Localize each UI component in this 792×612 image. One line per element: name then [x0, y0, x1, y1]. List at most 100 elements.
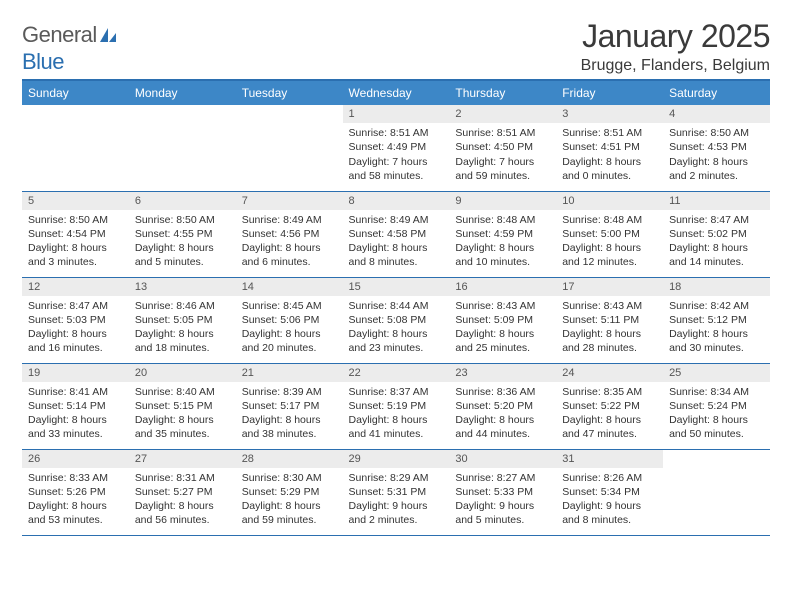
calendar-day-cell: 1Sunrise: 8:51 AMSunset: 4:49 PMDaylight…: [343, 105, 450, 191]
day-number: 17: [556, 278, 663, 296]
daylight-line: Daylight: 8 hours and 12 minutes.: [562, 241, 657, 269]
day-header: Saturday: [663, 80, 770, 105]
daylight-line: Daylight: 9 hours and 8 minutes.: [562, 499, 657, 527]
daylight-line: Daylight: 8 hours and 59 minutes.: [242, 499, 337, 527]
sunset-line: Sunset: 5:24 PM: [669, 399, 764, 413]
sunset-line: Sunset: 5:26 PM: [28, 485, 123, 499]
calendar-day-cell: 2Sunrise: 8:51 AMSunset: 4:50 PMDaylight…: [449, 105, 556, 191]
day-number: 20: [129, 364, 236, 382]
day-info: Sunrise: 8:27 AMSunset: 5:33 PMDaylight:…: [449, 468, 556, 533]
day-header: Friday: [556, 80, 663, 105]
daylight-line: Daylight: 8 hours and 18 minutes.: [135, 327, 230, 355]
daylight-line: Daylight: 8 hours and 41 minutes.: [349, 413, 444, 441]
calendar-week-row: 12Sunrise: 8:47 AMSunset: 5:03 PMDayligh…: [22, 277, 770, 363]
sunrise-line: Sunrise: 8:26 AM: [562, 471, 657, 485]
logo: GeneralBlue: [22, 18, 117, 75]
calendar-day-cell: 4Sunrise: 8:50 AMSunset: 4:53 PMDaylight…: [663, 105, 770, 191]
day-header: Tuesday: [236, 80, 343, 105]
calendar-day-cell: 8Sunrise: 8:49 AMSunset: 4:58 PMDaylight…: [343, 191, 450, 277]
sunset-line: Sunset: 5:03 PM: [28, 313, 123, 327]
sunrise-line: Sunrise: 8:46 AM: [135, 299, 230, 313]
calendar-table: Sunday Monday Tuesday Wednesday Thursday…: [22, 79, 770, 536]
day-info: Sunrise: 8:30 AMSunset: 5:29 PMDaylight:…: [236, 468, 343, 533]
day-number: 28: [236, 450, 343, 468]
day-number: 11: [663, 192, 770, 210]
day-header: Monday: [129, 80, 236, 105]
logo-word-2: Blue: [22, 49, 64, 74]
daylight-line: Daylight: 9 hours and 2 minutes.: [349, 499, 444, 527]
sunrise-line: Sunrise: 8:39 AM: [242, 385, 337, 399]
calendar-day-cell: 26Sunrise: 8:33 AMSunset: 5:26 PMDayligh…: [22, 449, 129, 535]
day-number: 1: [343, 105, 450, 123]
sunset-line: Sunset: 5:12 PM: [669, 313, 764, 327]
sunset-line: Sunset: 5:19 PM: [349, 399, 444, 413]
day-info: Sunrise: 8:50 AMSunset: 4:53 PMDaylight:…: [663, 123, 770, 188]
calendar-day-cell: 13 Sunrise: 8:46 AMSunset: 5:05 PMDayligh…: [129, 277, 236, 363]
day-number: 18: [663, 278, 770, 296]
calendar-day-cell: 16Sunrise: 8:43 AMSunset: 5:09 PMDayligh…: [449, 277, 556, 363]
day-info: Sunrise: 8:42 AMSunset: 5:12 PMDaylight:…: [663, 296, 770, 361]
day-info: Sunrise: 8:50 AMSunset: 4:54 PMDaylight:…: [22, 210, 129, 275]
day-number: 9: [449, 192, 556, 210]
sunrise-line: Sunrise: 8:30 AM: [242, 471, 337, 485]
day-number: 27: [129, 450, 236, 468]
calendar-day-cell: 31Sunrise: 8:26 AMSunset: 5:34 PMDayligh…: [556, 449, 663, 535]
day-info: Sunrise: 8:26 AMSunset: 5:34 PMDaylight:…: [556, 468, 663, 533]
day-info: Sunrise: 8:47 AMSunset: 5:03 PMDaylight:…: [22, 296, 129, 361]
day-number: 13: [129, 278, 236, 296]
daylight-line: Daylight: 8 hours and 28 minutes.: [562, 327, 657, 355]
day-info: Sunrise: 8:45 AMSunset: 5:06 PMDaylight:…: [236, 296, 343, 361]
calendar-day-cell: 3Sunrise: 8:51 AMSunset: 4:51 PMDaylight…: [556, 105, 663, 191]
calendar-day-cell: 30Sunrise: 8:27 AMSunset: 5:33 PMDayligh…: [449, 449, 556, 535]
calendar-week-row: 5Sunrise: 8:50 AMSunset: 4:54 PMDaylight…: [22, 191, 770, 277]
sunrise-line: Sunrise: 8:44 AM: [349, 299, 444, 313]
daylight-line: Daylight: 8 hours and 14 minutes.: [669, 241, 764, 269]
day-info: Sunrise: 8:44 AMSunset: 5:08 PMDaylight:…: [343, 296, 450, 361]
calendar-day-cell: 27Sunrise: 8:31 AMSunset: 5:27 PMDayligh…: [129, 449, 236, 535]
sunrise-line: Sunrise: 8:51 AM: [455, 126, 550, 140]
sunset-line: Sunset: 5:05 PM: [135, 313, 230, 327]
calendar-day-cell: 10Sunrise: 8:48 AMSunset: 5:00 PMDayligh…: [556, 191, 663, 277]
sunrise-line: Sunrise: 8:42 AM: [669, 299, 764, 313]
day-info: Sunrise: 8:35 AMSunset: 5:22 PMDaylight:…: [556, 382, 663, 447]
calendar-day-cell: 14Sunrise: 8:45 AMSunset: 5:06 PMDayligh…: [236, 277, 343, 363]
sunset-line: Sunset: 4:55 PM: [135, 227, 230, 241]
sunset-line: Sunset: 4:59 PM: [455, 227, 550, 241]
sunset-line: Sunset: 4:49 PM: [349, 140, 444, 154]
sunrise-line: Sunrise: 8:51 AM: [562, 126, 657, 140]
calendar-day-cell: 19Sunrise: 8:41 AMSunset: 5:14 PMDayligh…: [22, 363, 129, 449]
sunset-line: Sunset: 5:15 PM: [135, 399, 230, 413]
sunrise-line: Sunrise: 8:43 AM: [562, 299, 657, 313]
logo-text: GeneralBlue: [22, 22, 117, 75]
sunrise-line: Sunrise: 8:41 AM: [28, 385, 123, 399]
logo-word-1: General: [22, 22, 97, 47]
day-number: 24: [556, 364, 663, 382]
day-info: Sunrise: 8:36 AMSunset: 5:20 PMDaylight:…: [449, 382, 556, 447]
calendar-week-row: 1Sunrise: 8:51 AMSunset: 4:49 PMDaylight…: [22, 105, 770, 191]
sunrise-line: Sunrise: 8:40 AM: [135, 385, 230, 399]
day-info: Sunrise: 8:48 AMSunset: 4:59 PMDaylight:…: [449, 210, 556, 275]
calendar-day-cell: [663, 449, 770, 535]
sunset-line: Sunset: 5:20 PM: [455, 399, 550, 413]
sunrise-line: Sunrise: 8:47 AM: [28, 299, 123, 313]
sunrise-line: Sunrise: 8:50 AM: [669, 126, 764, 140]
day-info: Sunrise: 8:33 AMSunset: 5:26 PMDaylight:…: [22, 468, 129, 533]
day-info: Sunrise: 8:41 AMSunset: 5:14 PMDaylight:…: [22, 382, 129, 447]
calendar-day-cell: [236, 105, 343, 191]
calendar-day-cell: [22, 105, 129, 191]
daylight-line: Daylight: 7 hours and 58 minutes.: [349, 155, 444, 183]
daylight-line: Daylight: 8 hours and 25 minutes.: [455, 327, 550, 355]
daylight-line: Daylight: 8 hours and 47 minutes.: [562, 413, 657, 441]
sunrise-line: Sunrise: 8:47 AM: [669, 213, 764, 227]
daylight-line: Daylight: 9 hours and 5 minutes.: [455, 499, 550, 527]
day-number: 2: [449, 105, 556, 123]
daylight-line: Daylight: 7 hours and 59 minutes.: [455, 155, 550, 183]
day-info: Sunrise: 8:29 AMSunset: 5:31 PMDaylight:…: [343, 468, 450, 533]
daylight-line: Daylight: 8 hours and 20 minutes.: [242, 327, 337, 355]
day-info: Sunrise: 8:31 AMSunset: 5:27 PMDaylight:…: [129, 468, 236, 533]
sunset-line: Sunset: 5:14 PM: [28, 399, 123, 413]
sunset-line: Sunset: 4:54 PM: [28, 227, 123, 241]
title-block: January 2025 Brugge, Flanders, Belgium: [581, 18, 770, 75]
day-header: Sunday: [22, 80, 129, 105]
day-number: 10: [556, 192, 663, 210]
